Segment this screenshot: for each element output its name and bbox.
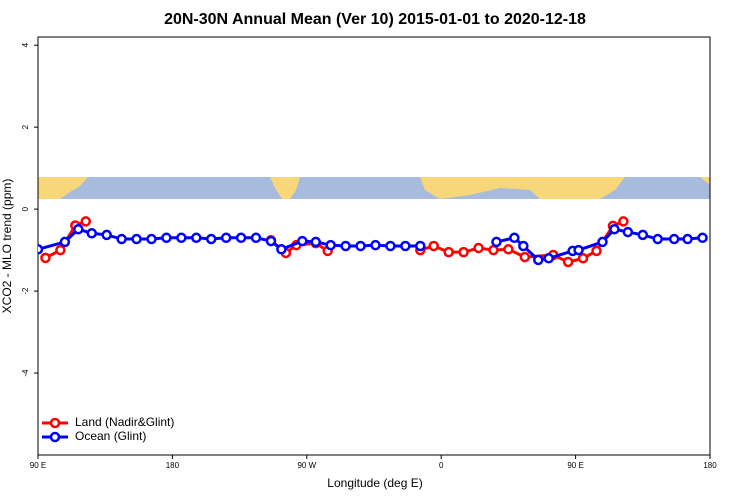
data-point (518, 240, 529, 252)
data-point (355, 240, 366, 252)
data-point (577, 253, 589, 264)
data-point (415, 240, 426, 252)
data-point (310, 236, 322, 248)
y-tick-label: 4 (21, 42, 30, 47)
data-point (176, 232, 187, 244)
chart-title: 20N-30N Annual Mean (Ver 10) 2015-01-01 … (164, 11, 586, 28)
y-tick-label: 2 (21, 124, 30, 129)
data-point (562, 256, 574, 268)
data-point (73, 223, 84, 235)
x-tick-label: 90 W (297, 461, 316, 470)
legend-label: Land (Nadir&Glint) (75, 415, 174, 429)
y-axis-label: XCO2 - MLO trend (ppm) (0, 179, 14, 314)
data-point (491, 236, 502, 248)
data-point (40, 252, 51, 264)
y-tick-label: -4 (21, 369, 30, 377)
x-tick-label: 0 (439, 461, 444, 470)
data-point (131, 233, 142, 245)
data-point (443, 246, 454, 258)
data-point (191, 232, 202, 244)
x-tick-label: 180 (166, 461, 180, 470)
data-point (101, 229, 112, 241)
data-point (622, 226, 634, 238)
x-axis-label: Longitude (deg E) (327, 476, 422, 490)
y-tick-label: -2 (21, 287, 30, 295)
x-tick-label: 90 E (567, 461, 583, 470)
data-point (618, 216, 629, 227)
data-point (400, 240, 411, 252)
data-point (116, 233, 127, 245)
legend-label: Ocean (Glint) (75, 429, 146, 443)
data-point (573, 244, 584, 256)
data-point (59, 236, 71, 248)
data-point (340, 240, 351, 252)
data-point (609, 223, 620, 235)
x-tick-label: 90 E (30, 461, 46, 470)
data-point (533, 254, 544, 266)
legend-marker (49, 431, 61, 443)
data-point (235, 232, 247, 244)
data-point (55, 244, 66, 256)
y-tick-label: 0 (21, 206, 30, 211)
data-point (80, 216, 92, 227)
data-point (161, 232, 172, 244)
data-point (86, 228, 98, 239)
data-point (458, 246, 469, 258)
data-point (697, 232, 708, 244)
data-point (591, 245, 602, 257)
data-point (146, 233, 157, 245)
data-point (205, 233, 217, 245)
data-point (297, 235, 308, 247)
data-point (220, 232, 232, 244)
data-point (38, 244, 44, 255)
map-strip (38, 177, 710, 199)
data-point (668, 233, 680, 245)
data-point (265, 235, 277, 247)
data-point (509, 232, 520, 244)
data-point (652, 233, 663, 245)
data-point (370, 239, 381, 251)
data-point (488, 244, 499, 256)
data-point (543, 253, 554, 264)
data-point (385, 240, 396, 252)
legend-marker (49, 417, 61, 429)
data-point (597, 236, 608, 248)
x-tick-label: 180 (703, 461, 717, 470)
data-point (637, 229, 649, 241)
data-point (682, 233, 693, 245)
data-point (473, 242, 484, 254)
data-point (250, 232, 262, 244)
data-point (428, 240, 439, 252)
data-point (325, 239, 336, 251)
data-point (276, 244, 287, 255)
data-point (519, 251, 531, 263)
data-point (503, 244, 514, 255)
